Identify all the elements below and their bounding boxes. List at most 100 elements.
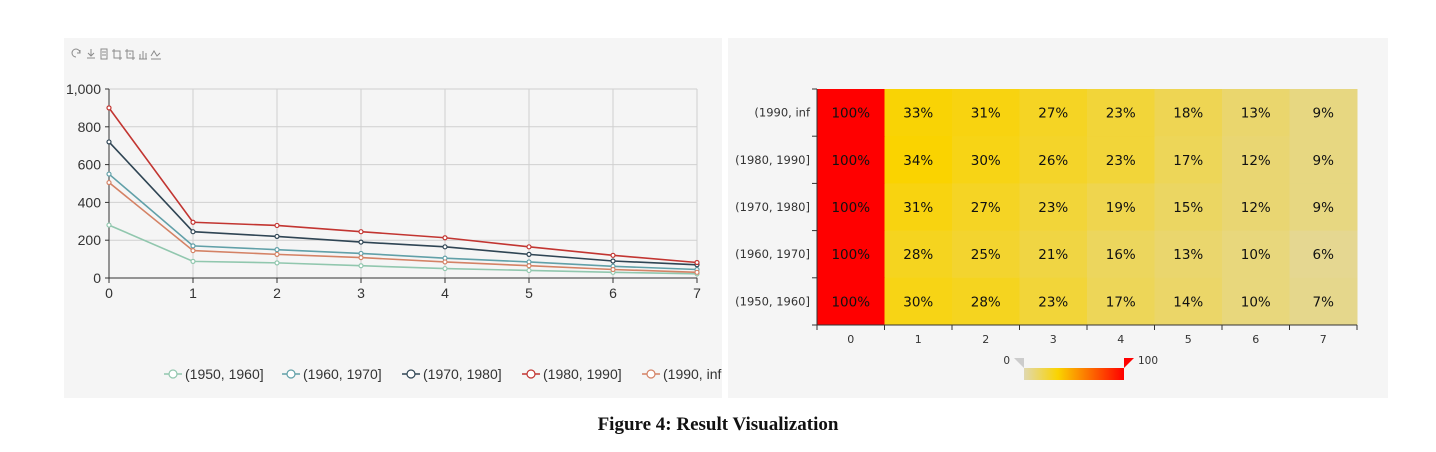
download-icon[interactable] xyxy=(87,49,95,59)
data-point[interactable] xyxy=(526,263,532,269)
data-point[interactable] xyxy=(274,222,280,229)
heatmap-cell[interactable] xyxy=(952,230,1020,279)
zoom-icon[interactable] xyxy=(112,49,122,60)
heatmap-cell[interactable] xyxy=(1289,183,1358,232)
heatmap-cell-label: 10% xyxy=(1241,294,1271,310)
data-point[interactable] xyxy=(442,235,448,241)
legend-item[interactable]: (1950, 1960] xyxy=(164,366,264,382)
heatmap-cell[interactable] xyxy=(817,136,885,184)
legend-item[interactable]: (1960, 1970] xyxy=(282,366,382,382)
heatmap-cell[interactable] xyxy=(817,183,885,232)
heatmap-cell-label: 34% xyxy=(903,153,933,169)
x-tick-label: 4 xyxy=(441,285,449,301)
data-point[interactable] xyxy=(442,244,448,250)
data-point[interactable] xyxy=(610,252,616,258)
heatmap-cell[interactable] xyxy=(1222,230,1290,279)
y-tick-label: 0 xyxy=(93,270,101,286)
bar-chart-icon[interactable] xyxy=(139,51,147,60)
heatmap-cell[interactable] xyxy=(952,136,1020,184)
data-point[interactable] xyxy=(274,251,280,257)
legend-label: (1970, 1980] xyxy=(423,366,502,382)
heatmap-cell[interactable] xyxy=(884,230,953,279)
y-category-label: (1970, 1980] xyxy=(735,200,810,214)
heatmap-cell[interactable] xyxy=(817,230,885,279)
heatmap-cell[interactable] xyxy=(1154,89,1223,137)
data-point[interactable] xyxy=(190,243,196,249)
data-view-icon[interactable] xyxy=(100,48,108,60)
data-point[interactable] xyxy=(190,247,196,254)
legend-marker xyxy=(286,369,296,379)
heatmap-cell[interactable] xyxy=(1154,277,1223,326)
data-point[interactable] xyxy=(610,258,616,264)
heatmap-cell[interactable] xyxy=(952,277,1020,326)
data-point[interactable] xyxy=(190,229,196,235)
heatmap-cell[interactable] xyxy=(1087,89,1155,137)
heatmap-cell[interactable] xyxy=(952,89,1020,137)
heatmap-cell[interactable] xyxy=(1222,183,1290,232)
line-chart-icon[interactable] xyxy=(150,50,161,60)
legend-item[interactable]: (1980, 1990] xyxy=(522,366,622,382)
heatmap-cell[interactable] xyxy=(1289,277,1358,326)
heatmap-cell[interactable] xyxy=(1019,183,1088,232)
series-3 xyxy=(106,105,700,266)
heatmap-cell[interactable] xyxy=(884,136,953,184)
data-point[interactable] xyxy=(106,105,112,111)
x-category-label: 7 xyxy=(1320,333,1327,346)
visual-map-min-handle[interactable] xyxy=(1014,358,1024,368)
data-point[interactable] xyxy=(358,263,364,269)
heatmap-cell[interactable] xyxy=(1087,183,1155,232)
heatmap-cell[interactable] xyxy=(1019,230,1088,279)
heatmap-cell[interactable] xyxy=(1019,136,1088,184)
heatmap-cell[interactable] xyxy=(1087,136,1155,184)
heatmap-cell[interactable] xyxy=(1289,89,1358,137)
heatmap-cell[interactable] xyxy=(1019,89,1088,137)
data-point[interactable] xyxy=(610,266,616,273)
heatmap-cell[interactable] xyxy=(1019,277,1088,326)
heatmap-cell[interactable] xyxy=(884,277,953,326)
heatmap-cell[interactable] xyxy=(884,183,953,232)
heatmap-cell[interactable] xyxy=(817,277,885,326)
data-point[interactable] xyxy=(526,267,532,274)
data-point[interactable] xyxy=(106,179,112,186)
heatmap-cell[interactable] xyxy=(1154,136,1223,184)
heatmap-cell[interactable] xyxy=(1222,89,1290,137)
data-point[interactable] xyxy=(442,265,448,272)
heatmap-cell[interactable] xyxy=(1154,183,1223,232)
data-point[interactable] xyxy=(358,239,364,245)
heatmap-cell[interactable] xyxy=(884,89,953,137)
data-point[interactable] xyxy=(526,244,532,250)
legend-item[interactable]: (1990, inf xyxy=(642,366,721,382)
data-point[interactable] xyxy=(106,171,112,177)
zoom-reset-icon[interactable] xyxy=(125,49,135,60)
refresh-icon[interactable] xyxy=(71,48,81,58)
line-chart-icon-glyph xyxy=(150,50,161,60)
data-point[interactable] xyxy=(274,260,280,266)
heatmap-cell[interactable] xyxy=(952,183,1020,232)
heatmap-cell[interactable] xyxy=(1087,277,1155,326)
visual-map[interactable]: 0 100 xyxy=(1003,355,1158,380)
data-point[interactable] xyxy=(694,269,700,275)
data-point[interactable] xyxy=(190,258,196,264)
data-point[interactable] xyxy=(274,247,280,253)
heatmap-cell[interactable] xyxy=(1289,136,1358,184)
data-point[interactable] xyxy=(106,222,112,228)
data-point[interactable] xyxy=(694,259,700,266)
data-point[interactable] xyxy=(358,229,364,235)
legend-item[interactable]: (1970, 1980] xyxy=(402,366,502,382)
visual-map-max-handle[interactable] xyxy=(1124,358,1134,368)
data-point[interactable] xyxy=(106,139,112,145)
data-point[interactable] xyxy=(274,233,280,240)
heatmap-cell[interactable] xyxy=(1289,230,1358,279)
heatmap-cell[interactable] xyxy=(1087,230,1155,279)
heatmap-cell[interactable] xyxy=(1222,136,1290,184)
data-point[interactable] xyxy=(358,250,364,257)
heatmap-cell-label: 12% xyxy=(1241,153,1271,169)
heatmap-cell[interactable] xyxy=(1222,277,1290,326)
data-point[interactable] xyxy=(442,259,448,265)
heatmap-cell[interactable] xyxy=(817,89,885,137)
data-point[interactable] xyxy=(190,219,196,225)
heatmap-cell[interactable] xyxy=(1154,230,1223,279)
legend-marker xyxy=(526,369,536,379)
data-point[interactable] xyxy=(526,251,532,257)
data-point[interactable] xyxy=(358,254,364,261)
